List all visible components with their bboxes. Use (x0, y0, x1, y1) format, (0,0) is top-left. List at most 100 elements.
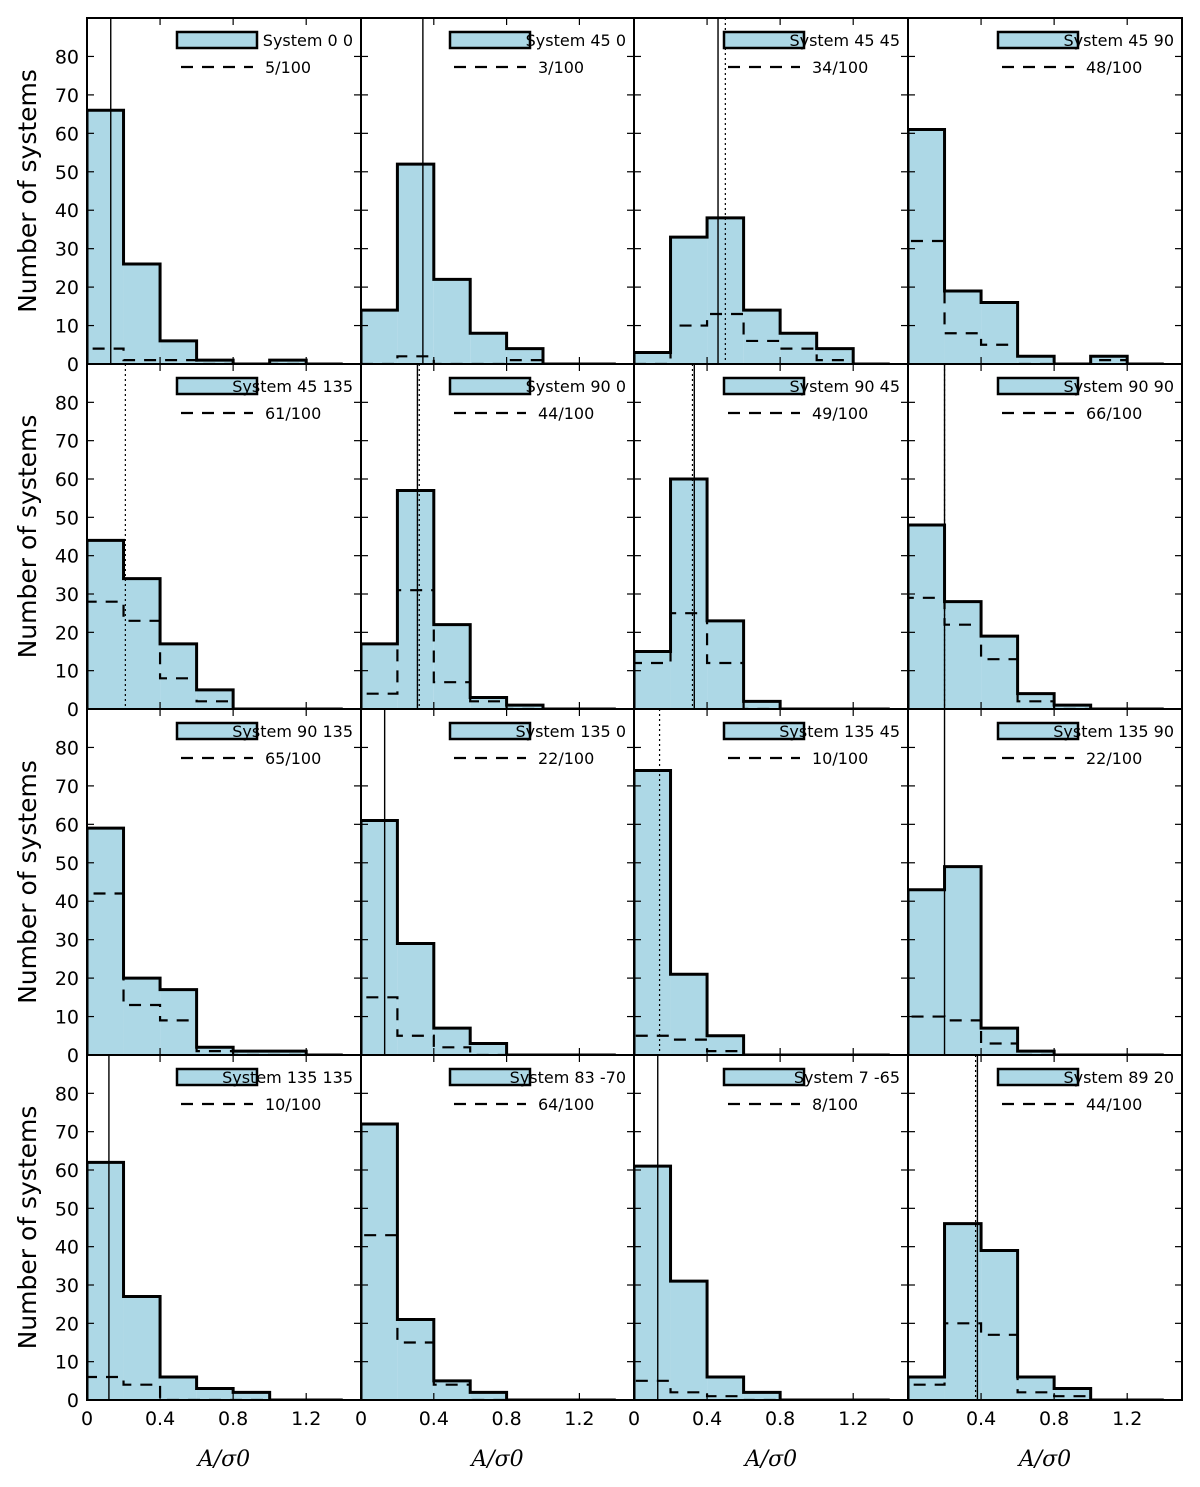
histogram-bar (361, 1124, 398, 1400)
histogram-bar (908, 889, 945, 1055)
y-tick-label: 0 (67, 699, 79, 721)
legend-swatch-histogram (448, 721, 532, 741)
panel-legend: System 135 135 10/100 (175, 1067, 353, 1114)
x-tick-label: 0 (902, 1408, 914, 1430)
histogram-bar (397, 943, 434, 1055)
histogram-bar (670, 1281, 708, 1400)
histogram-bar (707, 1377, 744, 1400)
legend-label-system: System 45 90 (1063, 31, 1174, 50)
panel: 0 0.4 0.8 1.2 System 83 -70 64/100 (355, 1054, 635, 1430)
panel-plot-area (908, 709, 1164, 1055)
histogram-bar (87, 828, 124, 1055)
legend-swatch-histogram (722, 1067, 806, 1087)
panel: System 45 90 48/100 (907, 17, 1183, 365)
x-tick-label: 1.2 (838, 1408, 868, 1430)
legend-swatch-histogram (448, 30, 532, 50)
y-tick-label: 10 (55, 1007, 79, 1029)
subset-dashed-histogram (908, 1015, 1164, 1055)
histogram-bar (397, 164, 434, 364)
panel-legend: System 135 90 22/100 (996, 721, 1174, 768)
legend-label-fraction: 61/100 (265, 404, 321, 423)
histogram-bar (123, 978, 161, 1055)
y-tick-label: 80 (55, 1083, 79, 1105)
panel-plot-area (634, 364, 890, 709)
legend-swatch-histogram (448, 376, 532, 396)
panel-plot-area (634, 709, 890, 1055)
y-tick-label: 40 (55, 891, 79, 913)
histogram-bar (87, 1162, 124, 1400)
y-tick-label: 30 (55, 239, 79, 261)
y-tick-label: 80 (55, 737, 79, 759)
subset-dashed-histogram (361, 589, 616, 709)
histogram-outline (87, 826, 343, 1055)
histogram-bar (670, 479, 708, 709)
histogram-bar (269, 360, 307, 364)
panel-plot-area (908, 1055, 1164, 1400)
histogram-bar (506, 705, 543, 709)
y-tick-label: 20 (55, 968, 79, 990)
histogram-bar (87, 110, 124, 364)
y-tick-label: 70 (55, 85, 79, 107)
histogram-bar (506, 348, 543, 364)
legend-label-system: System 83 -70 (510, 1068, 626, 1087)
x-axis-label: A/σ0 (196, 1447, 250, 1472)
histogram-bar (160, 1377, 197, 1400)
panel: System 45 45 34/100 (633, 17, 909, 365)
legend-label-system: System 90 45 (789, 377, 900, 396)
y-tick-label: 50 (55, 1198, 79, 1220)
histogram-outline (361, 162, 616, 364)
x-tick-label: 0.8 (765, 1408, 795, 1430)
histogram-bar (743, 310, 781, 364)
x-axis-label: A/σ0 (743, 1447, 797, 1472)
histogram-bar (196, 360, 234, 364)
legend-swatch-histogram (722, 30, 806, 50)
histogram-bar (981, 1250, 1018, 1400)
legend-label-fraction: 64/100 (538, 1095, 594, 1114)
y-tick-label: 80 (55, 392, 79, 414)
panel: 0 10 20 30 40 50 60 70 80 System 45 135 61/100 (55, 363, 362, 721)
legend-label-fraction: 44/100 (1086, 1095, 1142, 1114)
y-tick-label: 10 (55, 661, 79, 683)
histogram-bar (816, 348, 854, 364)
legend-label-system: System 0 0 (263, 31, 353, 50)
legend-label-system: System 45 0 (526, 31, 626, 50)
y-axis-label: Number of systems (13, 760, 42, 1004)
histogram-bar (433, 1380, 471, 1400)
histogram-bar (123, 1296, 161, 1400)
histogram-bar (196, 689, 234, 709)
histogram-bar (634, 352, 671, 364)
subset-dashed-histogram (87, 892, 343, 1055)
histogram-bar (433, 624, 471, 709)
x-axis-label: A/σ0 (469, 1447, 523, 1472)
histogram-bar (634, 1166, 671, 1400)
x-tick-label: 0.8 (1039, 1408, 1069, 1430)
y-tick-label: 30 (55, 930, 79, 952)
legend-label-system: System 135 90 (1053, 722, 1174, 741)
y-tick-label: 70 (55, 776, 79, 798)
histogram-bar (944, 866, 982, 1055)
histogram-bar (1017, 1051, 1055, 1055)
y-tick-label: 50 (55, 162, 79, 184)
x-axis-label: A/σ0 (1017, 1447, 1071, 1472)
legend-label-fraction: 3/100 (538, 58, 584, 77)
panel-legend: System 45 135 61/100 (175, 376, 353, 423)
histogram-outline (361, 1122, 616, 1400)
histogram-bar (944, 601, 982, 709)
histogram-bar (981, 302, 1018, 364)
histogram-bar (670, 974, 708, 1055)
x-tick-label: 0 (628, 1408, 640, 1430)
legend-swatch-histogram (175, 1067, 259, 1087)
y-tick-label: 50 (55, 507, 79, 529)
legend-swatch-histogram (448, 1067, 532, 1087)
legend-label-fraction: 44/100 (538, 404, 594, 423)
panel-frame (907, 1054, 1183, 1401)
legend-label-system: System 90 90 (1063, 377, 1174, 396)
histogram-bar (470, 333, 507, 364)
panel-plot-area (908, 127, 1164, 364)
panel: 0 0.4 0.8 1.2 System 7 -65 8/100 (628, 1054, 909, 1430)
y-tick-label: 10 (55, 316, 79, 338)
histogram-bar (160, 643, 197, 709)
histogram-bar (397, 1319, 434, 1400)
histogram-outline (634, 769, 890, 1055)
